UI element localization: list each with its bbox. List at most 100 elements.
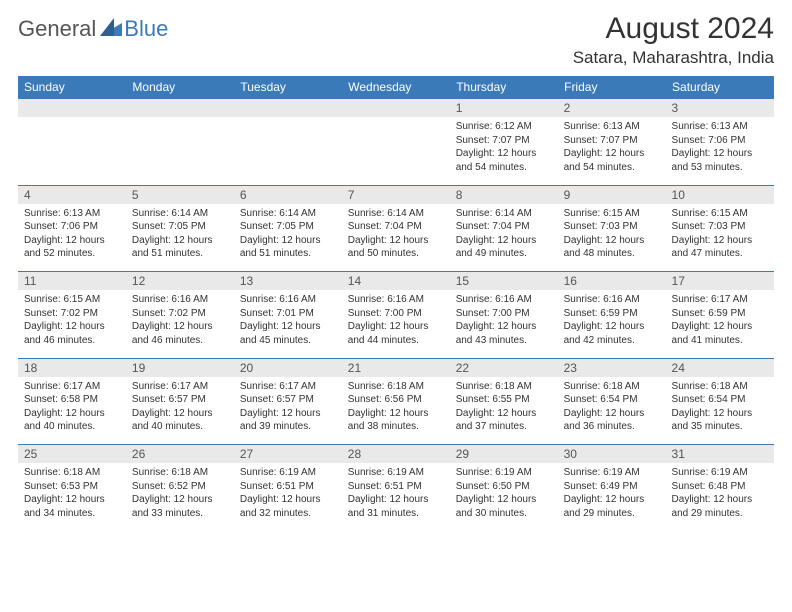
weekday-header: Tuesday [234,76,342,99]
weekday-header: Wednesday [342,76,450,99]
day-number-cell: 28 [342,445,450,464]
day-info-cell: Sunrise: 6:14 AMSunset: 7:05 PMDaylight:… [126,204,234,272]
sunrise-text: Sunrise: 6:13 AM [24,207,120,221]
sunset-text: Sunset: 7:07 PM [456,134,552,148]
daylight-text: Daylight: 12 hours and 32 minutes. [240,493,336,520]
day-info-cell: Sunrise: 6:19 AMSunset: 6:48 PMDaylight:… [666,463,774,531]
day-info-row: Sunrise: 6:17 AMSunset: 6:58 PMDaylight:… [18,377,774,445]
day-info-cell: Sunrise: 6:14 AMSunset: 7:04 PMDaylight:… [450,204,558,272]
sunset-text: Sunset: 6:59 PM [672,307,768,321]
day-info-cell: Sunrise: 6:18 AMSunset: 6:54 PMDaylight:… [666,377,774,445]
sunset-text: Sunset: 6:50 PM [456,480,552,494]
sunset-text: Sunset: 6:57 PM [132,393,228,407]
day-number-cell: 12 [126,272,234,291]
day-number-row: 11121314151617 [18,272,774,291]
sunset-text: Sunset: 7:04 PM [456,220,552,234]
sunset-text: Sunset: 7:00 PM [456,307,552,321]
day-info-cell: Sunrise: 6:16 AMSunset: 7:02 PMDaylight:… [126,290,234,358]
sunset-text: Sunset: 6:48 PM [672,480,768,494]
daylight-text: Daylight: 12 hours and 52 minutes. [24,234,120,261]
daylight-text: Daylight: 12 hours and 31 minutes. [348,493,444,520]
sunrise-text: Sunrise: 6:18 AM [564,380,660,394]
daylight-text: Daylight: 12 hours and 42 minutes. [564,320,660,347]
logo-text-blue: Blue [124,16,168,42]
sunset-text: Sunset: 6:52 PM [132,480,228,494]
day-info-cell: Sunrise: 6:16 AMSunset: 7:00 PMDaylight:… [450,290,558,358]
daylight-text: Daylight: 12 hours and 36 minutes. [564,407,660,434]
day-number-cell: 5 [126,185,234,204]
sunrise-text: Sunrise: 6:14 AM [348,207,444,221]
day-info-cell [342,117,450,185]
sunrise-text: Sunrise: 6:16 AM [456,293,552,307]
sunset-text: Sunset: 7:07 PM [564,134,660,148]
daylight-text: Daylight: 12 hours and 47 minutes. [672,234,768,261]
sunset-text: Sunset: 7:00 PM [348,307,444,321]
sunrise-text: Sunrise: 6:18 AM [456,380,552,394]
day-info-cell: Sunrise: 6:18 AMSunset: 6:52 PMDaylight:… [126,463,234,531]
daylight-text: Daylight: 12 hours and 44 minutes. [348,320,444,347]
sunrise-text: Sunrise: 6:19 AM [240,466,336,480]
day-number-cell: 30 [558,445,666,464]
daylight-text: Daylight: 12 hours and 40 minutes. [132,407,228,434]
location-subtitle: Satara, Maharashtra, India [573,48,774,68]
sunset-text: Sunset: 6:58 PM [24,393,120,407]
day-number-cell: 2 [558,99,666,118]
day-number-cell: 19 [126,358,234,377]
day-number-cell [342,99,450,118]
day-number-cell: 1 [450,99,558,118]
day-info-cell: Sunrise: 6:16 AMSunset: 7:00 PMDaylight:… [342,290,450,358]
calendar-table: Sunday Monday Tuesday Wednesday Thursday… [18,76,774,531]
day-number-cell: 9 [558,185,666,204]
daylight-text: Daylight: 12 hours and 54 minutes. [456,147,552,174]
daylight-text: Daylight: 12 hours and 39 minutes. [240,407,336,434]
day-info-row: Sunrise: 6:18 AMSunset: 6:53 PMDaylight:… [18,463,774,531]
sunrise-text: Sunrise: 6:19 AM [564,466,660,480]
sunrise-text: Sunrise: 6:14 AM [456,207,552,221]
day-info-cell: Sunrise: 6:19 AMSunset: 6:50 PMDaylight:… [450,463,558,531]
day-info-cell: Sunrise: 6:17 AMSunset: 6:57 PMDaylight:… [234,377,342,445]
sunset-text: Sunset: 7:04 PM [348,220,444,234]
daylight-text: Daylight: 12 hours and 51 minutes. [132,234,228,261]
day-info-cell: Sunrise: 6:19 AMSunset: 6:49 PMDaylight:… [558,463,666,531]
day-number-cell: 23 [558,358,666,377]
sunset-text: Sunset: 6:59 PM [564,307,660,321]
sunset-text: Sunset: 6:57 PM [240,393,336,407]
day-info-row: Sunrise: 6:13 AMSunset: 7:06 PMDaylight:… [18,204,774,272]
sunrise-text: Sunrise: 6:17 AM [672,293,768,307]
sunset-text: Sunset: 6:54 PM [672,393,768,407]
day-info-cell: Sunrise: 6:13 AMSunset: 7:07 PMDaylight:… [558,117,666,185]
sunset-text: Sunset: 6:54 PM [564,393,660,407]
sunrise-text: Sunrise: 6:19 AM [672,466,768,480]
daylight-text: Daylight: 12 hours and 54 minutes. [564,147,660,174]
day-info-cell: Sunrise: 6:15 AMSunset: 7:03 PMDaylight:… [666,204,774,272]
day-number-cell: 3 [666,99,774,118]
day-number-row: 123 [18,99,774,118]
day-info-cell: Sunrise: 6:18 AMSunset: 6:53 PMDaylight:… [18,463,126,531]
day-info-cell: Sunrise: 6:14 AMSunset: 7:04 PMDaylight:… [342,204,450,272]
sunset-text: Sunset: 6:49 PM [564,480,660,494]
weekday-header: Monday [126,76,234,99]
daylight-text: Daylight: 12 hours and 48 minutes. [564,234,660,261]
day-number-cell: 27 [234,445,342,464]
day-number-cell: 24 [666,358,774,377]
day-info-cell: Sunrise: 6:12 AMSunset: 7:07 PMDaylight:… [450,117,558,185]
sunset-text: Sunset: 7:01 PM [240,307,336,321]
sunset-text: Sunset: 7:02 PM [24,307,120,321]
sunrise-text: Sunrise: 6:13 AM [564,120,660,134]
sunrise-text: Sunrise: 6:18 AM [24,466,120,480]
weekday-header: Saturday [666,76,774,99]
sunrise-text: Sunrise: 6:16 AM [348,293,444,307]
day-info-cell [18,117,126,185]
daylight-text: Daylight: 12 hours and 43 minutes. [456,320,552,347]
day-number-cell: 22 [450,358,558,377]
day-info-cell: Sunrise: 6:14 AMSunset: 7:05 PMDaylight:… [234,204,342,272]
sunset-text: Sunset: 7:03 PM [672,220,768,234]
weekday-header: Thursday [450,76,558,99]
sunrise-text: Sunrise: 6:19 AM [348,466,444,480]
day-info-cell: Sunrise: 6:16 AMSunset: 7:01 PMDaylight:… [234,290,342,358]
day-number-cell: 29 [450,445,558,464]
day-info-cell: Sunrise: 6:18 AMSunset: 6:56 PMDaylight:… [342,377,450,445]
weekday-header: Friday [558,76,666,99]
day-number-cell: 31 [666,445,774,464]
daylight-text: Daylight: 12 hours and 29 minutes. [564,493,660,520]
